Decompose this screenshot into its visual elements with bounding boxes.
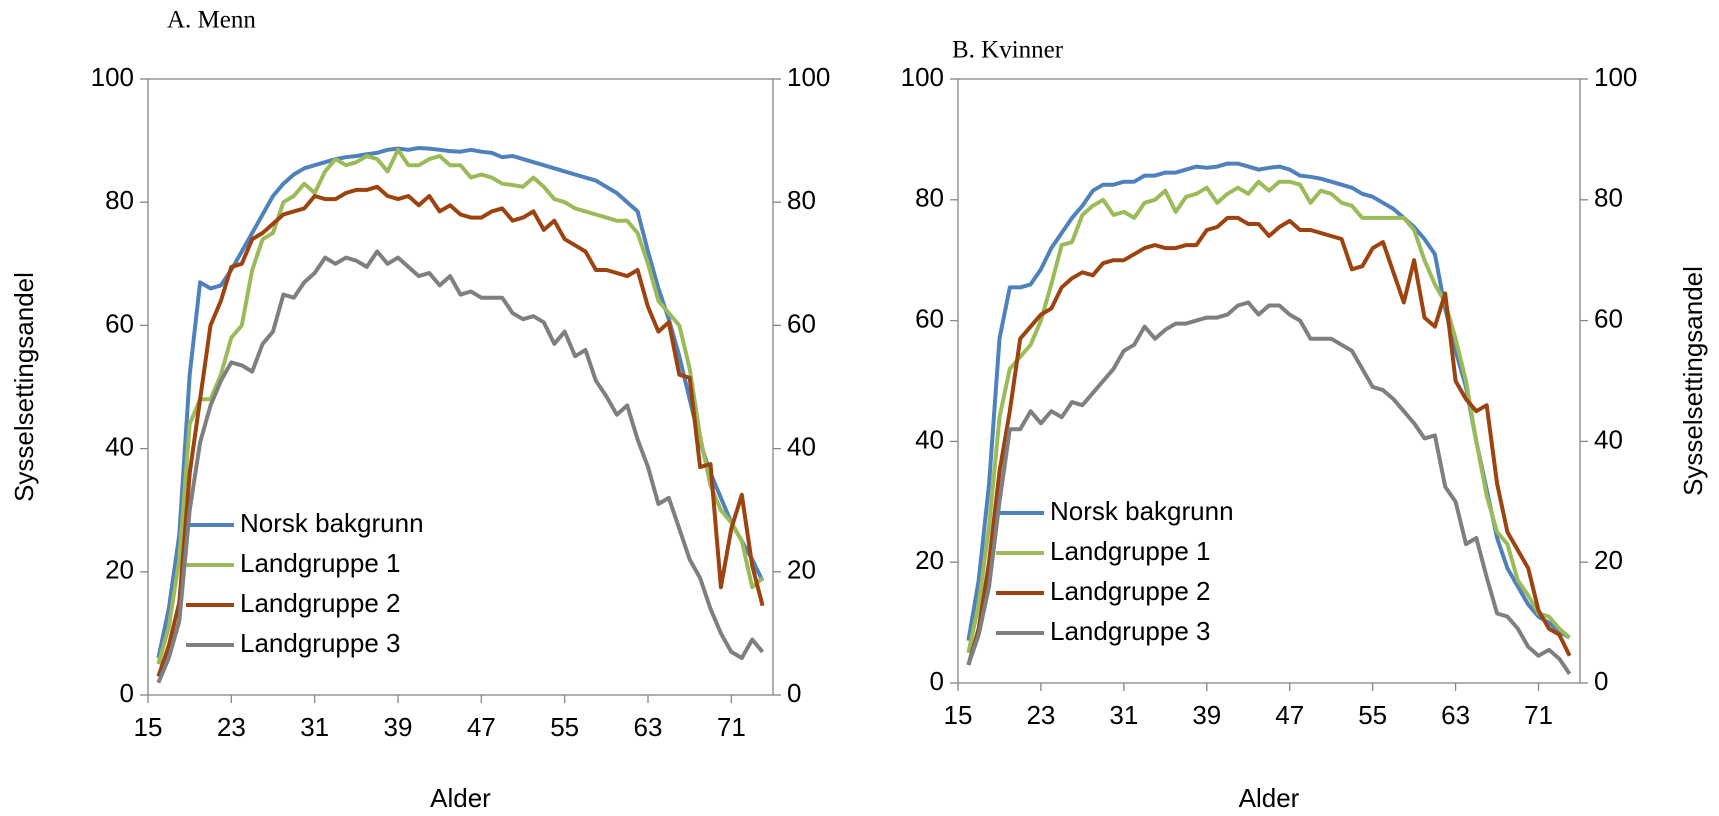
chart-title: B. Kvinner [952, 37, 1064, 64]
x-tick-label: 71 [717, 712, 746, 742]
series-line [156, 146, 765, 659]
y-axis-label: Sysselsettingsandel [9, 272, 39, 502]
y2-tick-label: 80 [1594, 183, 1623, 213]
x-axis-label: Alder [430, 783, 491, 813]
x-tick-label: 71 [1524, 700, 1553, 730]
y2-tick-label: 60 [787, 308, 816, 338]
x-tick-label: 63 [634, 712, 663, 742]
y-tick-label: 20 [105, 555, 134, 585]
series-line [156, 249, 765, 684]
legend-label: Norsk bakgrunn [1050, 496, 1234, 526]
y2-tick-label: 60 [1594, 303, 1623, 333]
series-line [966, 300, 1572, 676]
x-tick-label: 47 [467, 712, 496, 742]
series-line [156, 147, 764, 665]
y-tick-label: 60 [105, 308, 134, 338]
x-tick-label: 39 [384, 712, 413, 742]
x-tick-label: 31 [1109, 700, 1138, 730]
y2-tick-label: 100 [787, 62, 830, 92]
legend-label: Landgruppe 2 [240, 588, 400, 618]
x-tick-label: 23 [217, 712, 246, 742]
y2-tick-label: 0 [787, 678, 801, 708]
y-tick-label: 100 [901, 62, 944, 92]
plot-frame [147, 78, 774, 696]
y2-tick-label: 40 [1594, 424, 1623, 454]
y2-tick-label: 20 [787, 555, 816, 585]
legend-label: Landgruppe 1 [240, 548, 400, 578]
legend-label: Landgruppe 2 [1050, 576, 1210, 606]
chart-title: A. Menn [167, 7, 256, 34]
x-tick-label: 31 [300, 712, 329, 742]
y2-axis-label: Sysselsettingsandel [1678, 266, 1708, 496]
y-tick-label: 40 [105, 431, 134, 461]
x-tick-label: 15 [134, 712, 163, 742]
plot-frame [957, 78, 1581, 684]
y2-tick-label: 0 [1594, 666, 1608, 696]
x-tick-label: 55 [550, 712, 579, 742]
y2-tick-label: 40 [787, 431, 816, 461]
y-tick-label: 100 [91, 62, 134, 92]
y-tick-label: 40 [915, 424, 944, 454]
legend-label: Landgruppe 3 [1050, 616, 1210, 646]
y-tick-label: 0 [120, 678, 134, 708]
y-tick-label: 80 [915, 183, 944, 213]
legend-label: Landgruppe 1 [1050, 536, 1210, 566]
y-tick-label: 20 [915, 545, 944, 575]
x-tick-label: 47 [1275, 700, 1304, 730]
legend-label: Norsk bakgrunn [240, 508, 424, 538]
y-tick-label: 0 [930, 666, 944, 696]
series-line [966, 215, 1572, 666]
x-tick-label: 15 [944, 700, 973, 730]
y2-tick-label: 80 [787, 185, 816, 215]
x-tick-label: 23 [1026, 700, 1055, 730]
y2-tick-label: 20 [1594, 545, 1623, 575]
x-axis-label: Alder [1239, 783, 1300, 813]
series-line [156, 184, 765, 678]
x-tick-label: 63 [1441, 700, 1470, 730]
x-tick-label: 55 [1358, 700, 1387, 730]
x-tick-label: 39 [1192, 700, 1221, 730]
y-tick-label: 60 [915, 303, 944, 333]
y-tick-label: 80 [105, 185, 134, 215]
y2-tick-label: 100 [1594, 62, 1637, 92]
legend-label: Landgruppe 3 [240, 628, 400, 658]
